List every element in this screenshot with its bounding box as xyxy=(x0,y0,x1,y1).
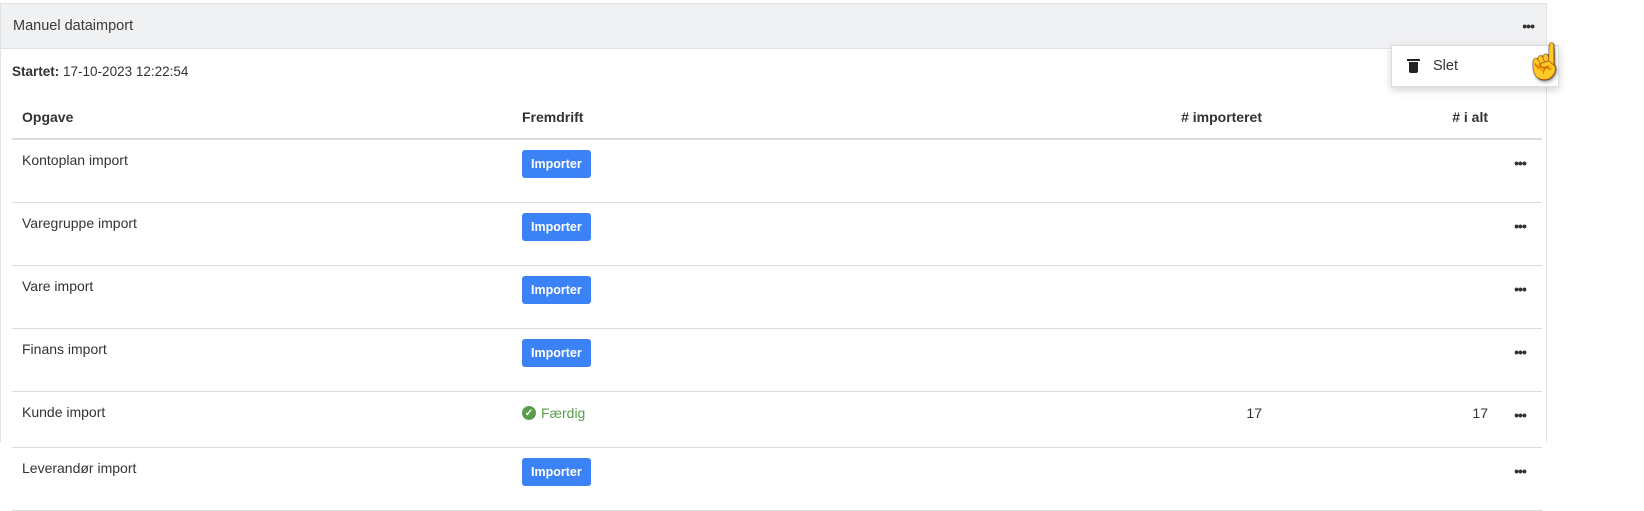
row-more-icon[interactable]: ••• xyxy=(1514,281,1527,297)
table-row: Varegruppe import Importer ••• xyxy=(12,202,1542,266)
progress-cell: Importer xyxy=(512,202,1082,266)
started-value: 17-10-2023 12:22:54 xyxy=(63,64,189,79)
trash-icon xyxy=(1407,59,1420,73)
row-more-icon[interactable]: ••• xyxy=(1514,463,1527,479)
task-name: Kontoplan import xyxy=(12,139,512,203)
card-title: Manuel dataimport xyxy=(13,18,134,34)
total-count xyxy=(1272,328,1498,392)
task-name: Vare import xyxy=(12,265,512,329)
import-button[interactable]: Importer xyxy=(522,458,591,486)
table-row: Finans import Importer ••• xyxy=(12,328,1542,392)
more-horizontal-icon[interactable]: ••• xyxy=(1522,18,1535,34)
total-count xyxy=(1272,139,1498,203)
progress-cell: ✓ Færdig xyxy=(512,391,1082,448)
menu-item-label: Slet xyxy=(1433,58,1458,74)
row-more-icon[interactable]: ••• xyxy=(1514,344,1527,360)
dropdown-menu: Slet xyxy=(1391,45,1559,87)
task-name: Varegruppe import xyxy=(12,202,512,266)
imported-count xyxy=(1082,447,1272,511)
menu-item-delete[interactable]: Slet xyxy=(1407,58,1458,74)
progress-cell: Importer xyxy=(512,328,1082,392)
import-button[interactable]: Importer xyxy=(522,150,591,178)
check-circle-icon: ✓ xyxy=(522,406,536,420)
status-label: Færdig xyxy=(541,405,586,421)
import-button[interactable]: Importer xyxy=(522,339,591,367)
hand-cursor-icon: ☝ xyxy=(1524,43,1567,81)
started-info: Startet: 17-10-2023 12:22:54 xyxy=(12,64,188,79)
header-imported: # importeret xyxy=(1082,95,1272,140)
card-header: Manuel dataimport ••• xyxy=(1,4,1546,49)
header-total: # i alt xyxy=(1272,95,1498,140)
progress-cell: Importer xyxy=(512,139,1082,203)
progress-cell: Importer xyxy=(512,265,1082,329)
task-name: Kunde import xyxy=(12,391,512,448)
row-more-icon[interactable]: ••• xyxy=(1514,155,1527,171)
table-row: Kontoplan import Importer ••• xyxy=(12,139,1542,203)
import-table: Opgave Fremdrift # importeret # i alt Ko… xyxy=(12,95,1542,511)
import-button[interactable]: Importer xyxy=(522,276,591,304)
task-name: Finans import xyxy=(12,328,512,392)
imported-count: 17 xyxy=(1082,391,1272,448)
imported-count xyxy=(1082,328,1272,392)
task-name: Leverandør import xyxy=(12,447,512,511)
started-label: Startet: xyxy=(12,64,60,79)
row-more-icon[interactable]: ••• xyxy=(1514,407,1527,423)
table-row: Vare import Importer ••• xyxy=(12,265,1542,329)
imported-count xyxy=(1082,139,1272,203)
imported-count xyxy=(1082,202,1272,266)
row-more-icon[interactable]: ••• xyxy=(1514,218,1527,234)
header-progress: Fremdrift xyxy=(512,95,1082,140)
progress-cell: Importer xyxy=(512,447,1082,511)
manual-import-card: Manuel dataimport ••• xyxy=(0,3,1547,442)
total-count: 17 xyxy=(1272,391,1498,448)
total-count xyxy=(1272,202,1498,266)
imported-count xyxy=(1082,265,1272,329)
total-count xyxy=(1272,447,1498,511)
table-row: Kunde import ✓ Færdig 17 17 ••• xyxy=(12,391,1542,448)
status-done: ✓ Færdig xyxy=(522,402,585,421)
import-button[interactable]: Importer xyxy=(522,213,591,241)
total-count xyxy=(1272,265,1498,329)
header-task: Opgave xyxy=(12,95,512,140)
table-row: Leverandør import Importer ••• xyxy=(12,447,1542,511)
